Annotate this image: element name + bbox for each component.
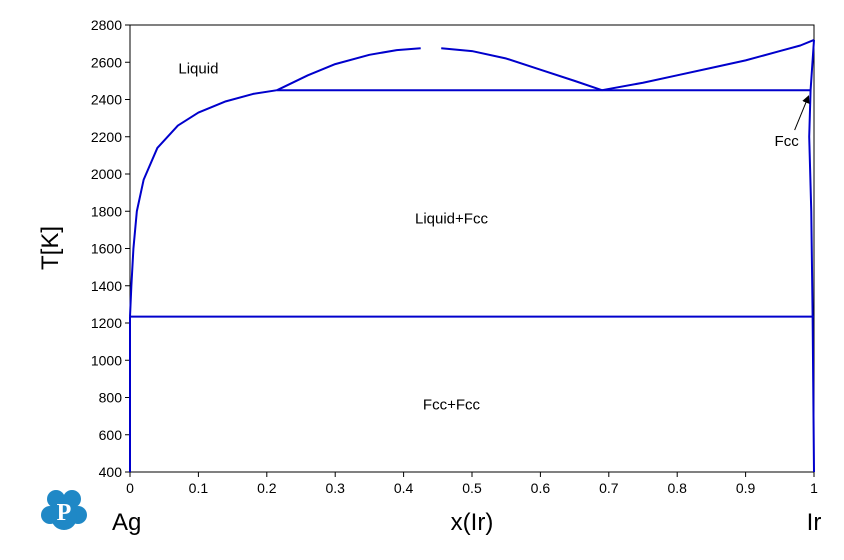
region-label: Liquid+Fcc bbox=[415, 210, 488, 227]
y-tick-label: 2000 bbox=[91, 166, 122, 182]
annotation-arrow bbox=[794, 95, 810, 131]
y-tick-label: 800 bbox=[99, 390, 123, 406]
x-tick-label: 0.6 bbox=[531, 480, 551, 496]
end-label-right: Ir bbox=[807, 509, 822, 536]
y-tick-label: 1600 bbox=[91, 241, 122, 257]
x-tick-label: 0.4 bbox=[394, 480, 414, 496]
y-tick-label: 2400 bbox=[91, 92, 122, 108]
phase-boundary-lines bbox=[129, 38, 815, 473]
y-tick-label: 600 bbox=[99, 427, 123, 443]
region-label: Fcc+Fcc bbox=[423, 397, 481, 414]
x-tick-label: 0.1 bbox=[189, 480, 209, 496]
phase-boundary-line bbox=[276, 47, 421, 92]
x-tick-label: 0.8 bbox=[667, 480, 687, 496]
pandat-logo-icon: P bbox=[41, 490, 87, 530]
x-axis-title: x(Ir) bbox=[451, 509, 494, 536]
logo-letter: P bbox=[57, 500, 72, 526]
y-tick-label: 1400 bbox=[91, 278, 122, 294]
region-label: Liquid bbox=[178, 60, 218, 77]
x-tick-label: 0 bbox=[126, 480, 134, 496]
phase-boundary-line bbox=[808, 39, 815, 473]
phase-boundary-line bbox=[441, 47, 603, 92]
x-tick-label: 0.3 bbox=[325, 480, 345, 496]
y-tick-label: 400 bbox=[99, 464, 123, 480]
x-axis-ticks: 0 0.1 0.2 0.3 0.4 0.5 0.6 0.7 0.8 0.9 1 bbox=[126, 472, 818, 496]
y-axis-ticks: 400 600 800 1000 1200 1400 1600 1800 2000 2200 240… bbox=[91, 17, 130, 480]
x-tick-label: 0.2 bbox=[257, 480, 277, 496]
end-label-left: Ag bbox=[112, 509, 141, 536]
y-tick-label: 2600 bbox=[91, 54, 122, 70]
phase-boundary-line bbox=[601, 38, 815, 92]
x-tick-label: 0.5 bbox=[462, 480, 482, 496]
region-label: Fcc bbox=[775, 133, 800, 150]
x-tick-label: 1 bbox=[810, 480, 818, 496]
y-tick-label: 2800 bbox=[91, 17, 122, 33]
x-tick-label: 0.7 bbox=[599, 480, 619, 496]
y-axis-title: T[K] bbox=[37, 226, 64, 270]
y-tick-label: 1200 bbox=[91, 315, 122, 331]
y-tick-label: 1000 bbox=[91, 352, 122, 368]
region-labels: Liquid Liquid+Fcc Fcc+Fcc Fcc bbox=[178, 60, 810, 414]
y-tick-label: 1800 bbox=[91, 203, 122, 219]
y-tick-label: 2200 bbox=[91, 129, 122, 145]
phase-boundary-line bbox=[129, 89, 278, 317]
x-tick-label: 0.9 bbox=[736, 480, 756, 496]
